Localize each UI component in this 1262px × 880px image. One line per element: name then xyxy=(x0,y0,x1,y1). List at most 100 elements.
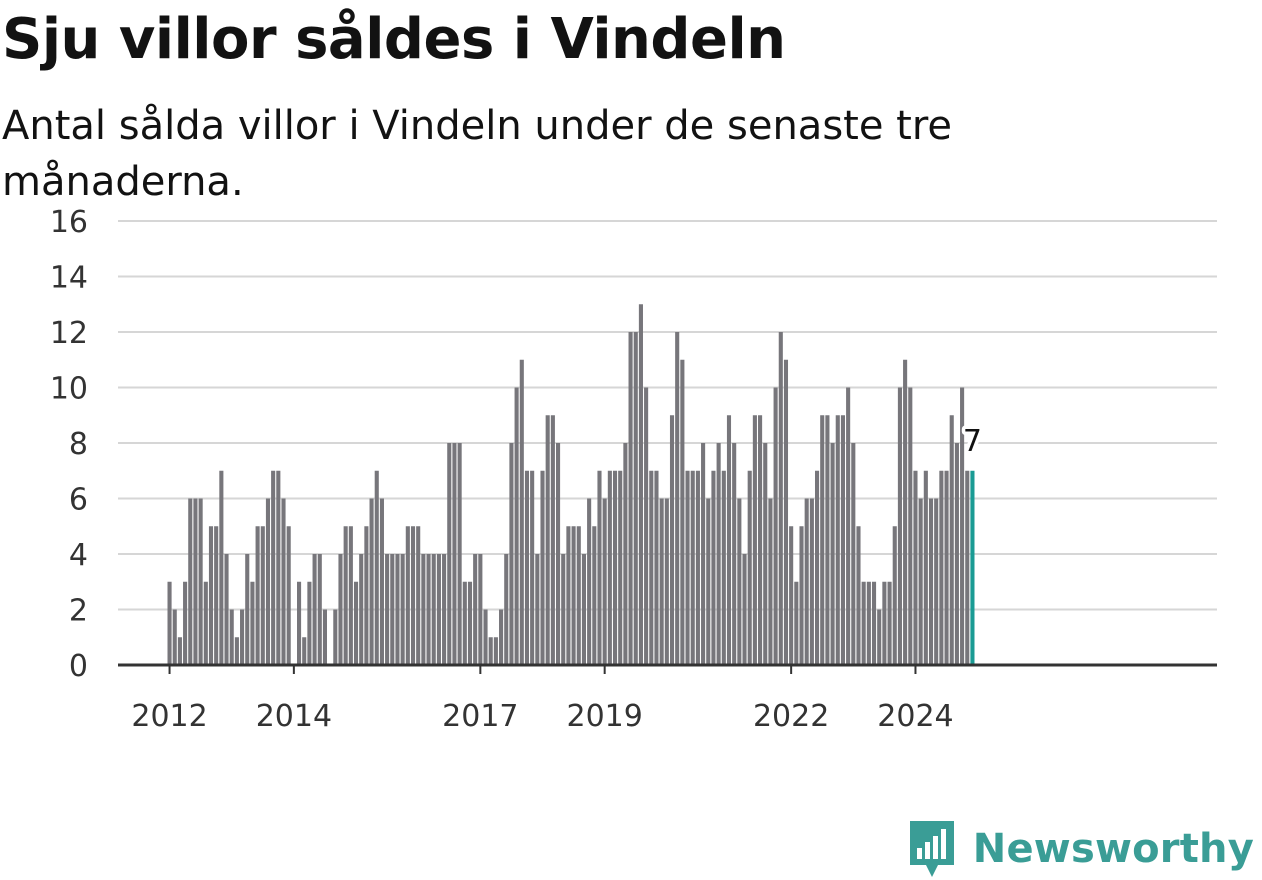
bar xyxy=(514,387,519,665)
bar xyxy=(540,470,545,665)
y-tick-label: 14 xyxy=(50,261,88,296)
bar xyxy=(224,554,229,665)
bar xyxy=(364,526,369,665)
bar xyxy=(747,470,752,665)
bar xyxy=(669,415,675,665)
bar xyxy=(778,332,783,665)
bar xyxy=(550,415,555,665)
bar xyxy=(628,332,633,665)
bar xyxy=(664,498,669,665)
bar xyxy=(260,526,265,665)
x-tick-label: 2017 xyxy=(442,699,518,734)
bar xyxy=(431,554,436,665)
bar xyxy=(758,415,763,665)
bar xyxy=(172,609,177,665)
bar xyxy=(488,637,493,665)
bar xyxy=(856,526,861,665)
bar xyxy=(934,498,939,665)
bar xyxy=(592,526,597,665)
bar xyxy=(271,470,276,665)
bar xyxy=(307,581,312,665)
bar xyxy=(846,387,851,665)
bar xyxy=(820,415,825,665)
y-tick-label: 8 xyxy=(69,427,88,462)
bar xyxy=(188,498,193,665)
bar xyxy=(265,498,271,665)
bar xyxy=(390,554,395,665)
bar xyxy=(861,581,866,665)
bar xyxy=(685,470,690,665)
bar xyxy=(706,498,711,665)
bar xyxy=(348,526,353,665)
bar xyxy=(612,470,618,665)
bar xyxy=(405,526,410,665)
bar xyxy=(312,554,317,665)
bar xyxy=(561,554,566,665)
bar xyxy=(716,443,721,665)
bar xyxy=(421,554,426,665)
bar xyxy=(369,498,374,665)
bar xyxy=(949,415,954,665)
bar xyxy=(913,470,918,665)
bar xyxy=(768,498,773,665)
y-tick-label: 6 xyxy=(69,483,88,518)
bar xyxy=(763,443,768,665)
bar xyxy=(830,443,835,665)
bar xyxy=(286,526,291,665)
bar xyxy=(509,443,514,665)
bar xyxy=(638,304,643,665)
bar xyxy=(794,581,799,665)
bar-chart-speech-bubble-icon xyxy=(909,821,954,877)
bar xyxy=(198,498,203,665)
bar xyxy=(322,609,327,665)
bar xyxy=(229,609,234,665)
bar xyxy=(338,554,343,665)
bar xyxy=(680,359,685,665)
bar xyxy=(183,581,188,665)
bar xyxy=(897,387,902,665)
chart-title: Sju villor såldes i Vindeln xyxy=(2,7,786,72)
bar xyxy=(877,609,882,665)
bar xyxy=(359,554,364,665)
bar xyxy=(385,554,390,665)
bar xyxy=(297,581,302,665)
bar xyxy=(618,470,623,665)
bar xyxy=(452,443,457,665)
bar xyxy=(478,554,483,665)
y-tick-label: 0 xyxy=(69,649,88,684)
bar xyxy=(530,470,535,665)
bar xyxy=(840,415,845,665)
bar xyxy=(815,470,820,665)
data-label-halo: 7 xyxy=(963,424,982,459)
bar xyxy=(892,526,897,665)
bar xyxy=(374,470,379,665)
chart-subtitle: Antal sålda villor i Vindeln under de se… xyxy=(2,103,953,205)
bar xyxy=(379,498,384,665)
bar xyxy=(737,498,742,665)
bar xyxy=(302,637,307,665)
bar xyxy=(607,470,612,665)
brand-name: Newsworthy xyxy=(972,826,1254,872)
bar xyxy=(473,554,478,665)
bar xyxy=(908,387,913,665)
bar xyxy=(333,609,338,665)
y-tick-label: 12 xyxy=(50,316,88,351)
bar xyxy=(442,554,447,665)
bar xyxy=(177,637,182,665)
bar xyxy=(742,554,747,665)
bar xyxy=(752,415,757,665)
bar xyxy=(654,470,659,665)
bar xyxy=(835,415,840,665)
bar xyxy=(587,498,592,665)
bar xyxy=(281,498,286,665)
bar xyxy=(695,470,700,665)
x-tick-label: 2019 xyxy=(566,699,642,734)
bar xyxy=(928,498,934,665)
bar xyxy=(887,581,892,665)
bar xyxy=(410,526,416,665)
bar xyxy=(623,443,628,665)
bar xyxy=(566,526,571,665)
bar xyxy=(903,359,908,665)
bar xyxy=(789,526,794,665)
